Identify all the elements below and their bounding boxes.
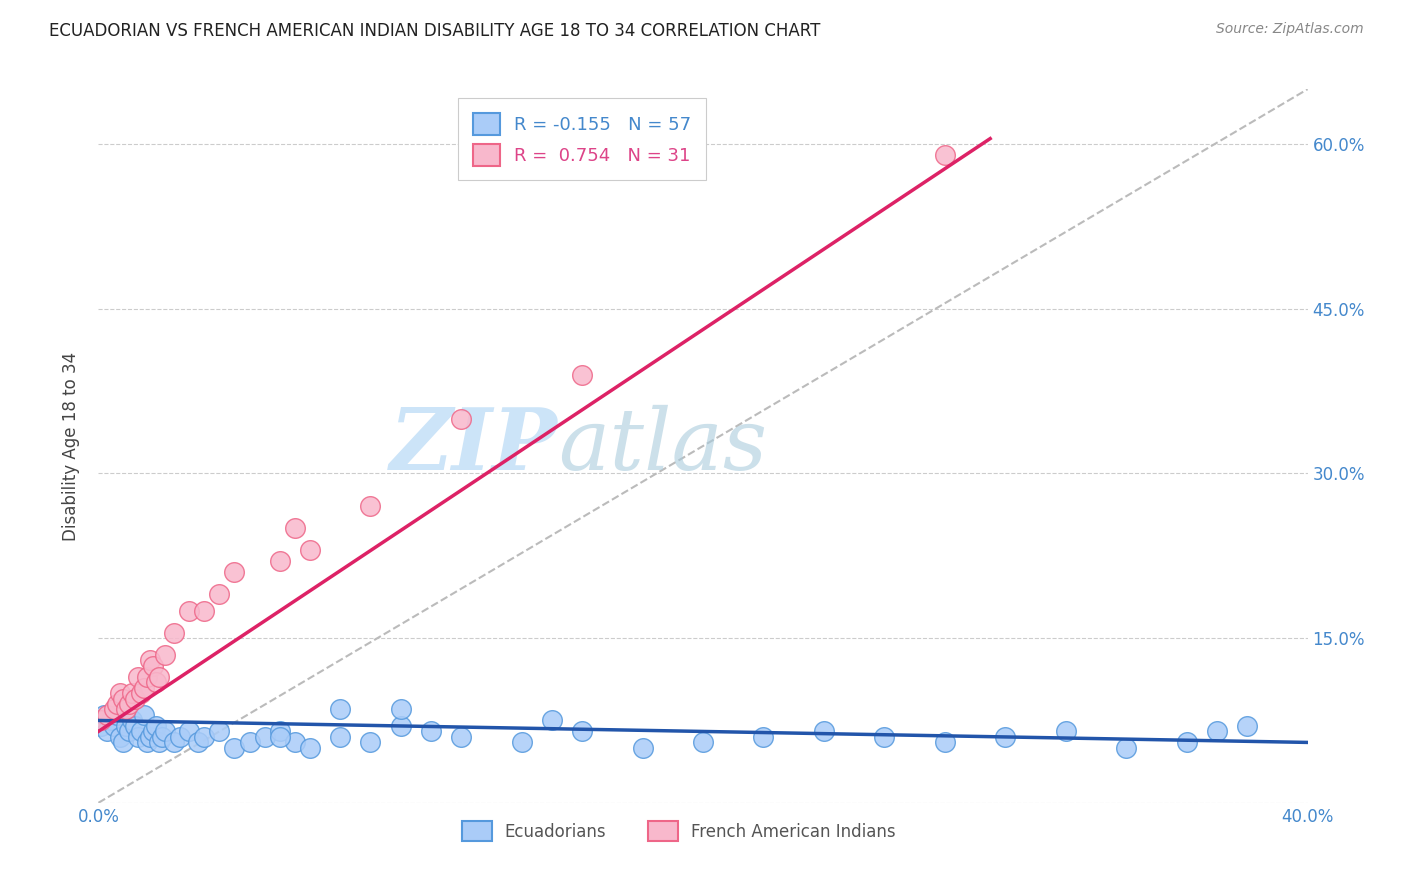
Point [389,702,412,716]
Point [540,714,562,728]
Y-axis label: Disability Age 18 to 34: Disability Age 18 to 34 [62,351,80,541]
Point [96,708,118,723]
Point [108,686,131,700]
Point [360,735,382,749]
Point [269,730,291,744]
Point [121,686,143,700]
Text: Source: ZipAtlas.com: Source: ZipAtlas.com [1216,22,1364,37]
Point [994,730,1017,744]
Point [127,669,149,683]
Point [105,697,128,711]
Point [142,658,165,673]
Point [299,543,322,558]
Point [1236,719,1258,733]
Point [142,724,165,739]
Point [135,669,157,683]
Legend: Ecuadorians, French American Indians: Ecuadorians, French American Indians [456,814,903,848]
Point [118,724,141,739]
Point [90,714,112,728]
Point [450,411,472,425]
Point [124,719,146,733]
Point [631,740,654,755]
Point [193,604,215,618]
Point [692,735,714,749]
Point [111,735,134,749]
Point [934,148,956,162]
Point [571,368,593,382]
Point [253,730,276,744]
Point [179,724,201,739]
Point [224,740,246,755]
Point [111,691,134,706]
Point [193,730,215,744]
Point [153,648,176,662]
Point [224,566,246,580]
Point [153,724,176,739]
Point [163,625,186,640]
Point [96,724,118,739]
Point [145,719,167,733]
Point [150,730,173,744]
Point [129,686,152,700]
Point [118,697,141,711]
Point [148,669,170,683]
Point [208,724,231,739]
Point [139,730,162,744]
Point [103,719,125,733]
Point [299,740,322,755]
Point [329,702,352,716]
Point [90,719,112,733]
Point [108,730,131,744]
Point [139,653,162,667]
Point [239,735,262,749]
Point [105,708,128,723]
Point [179,604,201,618]
Point [132,681,155,695]
Point [93,708,115,723]
Point [208,587,231,601]
Point [145,675,167,690]
Point [1206,724,1229,739]
Text: atlas: atlas [558,405,768,487]
Point [1115,740,1137,755]
Text: ECUADORIAN VS FRENCH AMERICAN INDIAN DISABILITY AGE 18 TO 34 CORRELATION CHART: ECUADORIAN VS FRENCH AMERICAN INDIAN DIS… [49,22,821,40]
Point [420,724,443,739]
Text: ZIP: ZIP [389,404,558,488]
Point [934,735,956,749]
Point [132,708,155,723]
Point [813,724,835,739]
Point [114,719,136,733]
Point [360,500,382,514]
Point [329,730,352,744]
Point [114,702,136,716]
Point [129,724,152,739]
Point [163,735,186,749]
Point [124,691,146,706]
Point [1054,724,1077,739]
Point [450,730,472,744]
Point [127,730,149,744]
Point [100,714,122,728]
Point [1175,735,1198,749]
Point [510,735,533,749]
Point [284,521,307,535]
Point [389,719,412,733]
Point [284,735,307,749]
Point [269,724,291,739]
Point [121,714,143,728]
Point [873,730,896,744]
Point [135,735,157,749]
Point [571,724,593,739]
Point [269,554,291,568]
Point [103,702,125,716]
Point [169,730,191,744]
Point [752,730,775,744]
Point [148,735,170,749]
Point [187,735,209,749]
